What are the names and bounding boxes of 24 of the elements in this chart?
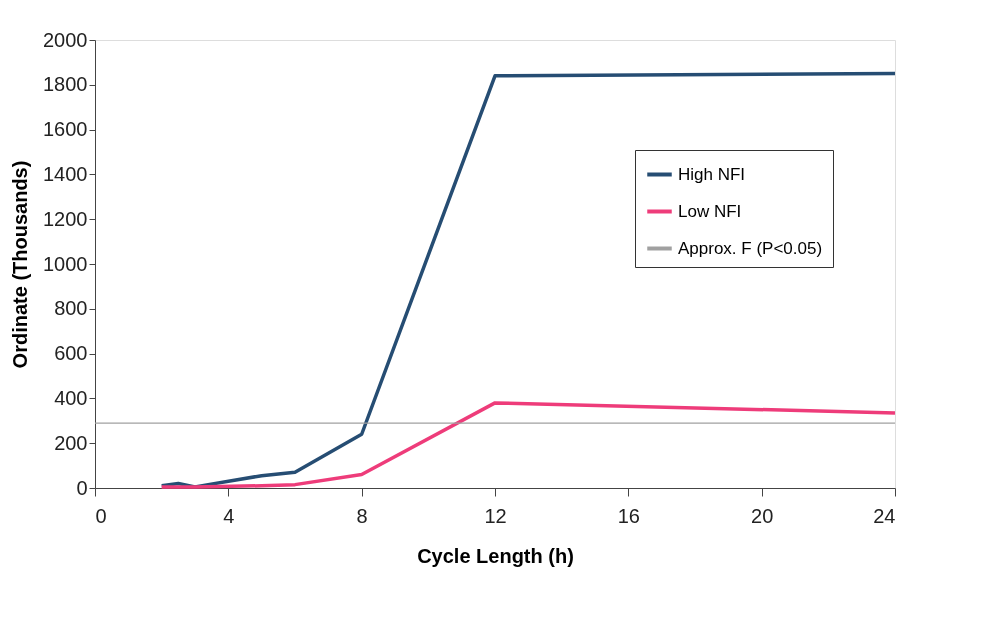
x-axis-title: Cycle Length (h) <box>417 544 574 567</box>
line-series <box>159 401 897 489</box>
x-tick-label: 24 <box>873 504 896 527</box>
x-tick-label: 12 <box>484 504 507 527</box>
y-tick-label: 2000 <box>43 28 88 51</box>
x-tick-label: 16 <box>617 504 640 527</box>
y-tick-label: 1000 <box>43 252 88 275</box>
y-tick-label: 600 <box>54 342 88 365</box>
legend-label: Approx. F (P<0.05) <box>678 238 823 258</box>
y-axis-title: Ordinate (Thousands) <box>9 160 32 369</box>
y-tick-label: 1800 <box>43 73 88 96</box>
y-tick-label: 200 <box>54 431 88 454</box>
y-tick-label: 1200 <box>43 207 88 230</box>
legend-label: High NFI <box>678 164 746 184</box>
y-tick-label: 0 <box>76 476 88 499</box>
x-tick-label: 0 <box>95 504 107 527</box>
y-tick-label: 800 <box>54 297 88 320</box>
x-tick-label: 4 <box>223 504 235 527</box>
legend-label: Low NFI <box>678 201 742 221</box>
x-tick-label: 20 <box>751 504 774 527</box>
y-tick-label: 1400 <box>43 162 88 185</box>
y-tick-label: 1600 <box>43 118 88 141</box>
x-tick-label: 8 <box>356 504 368 527</box>
y-tick-label: 400 <box>54 386 88 409</box>
